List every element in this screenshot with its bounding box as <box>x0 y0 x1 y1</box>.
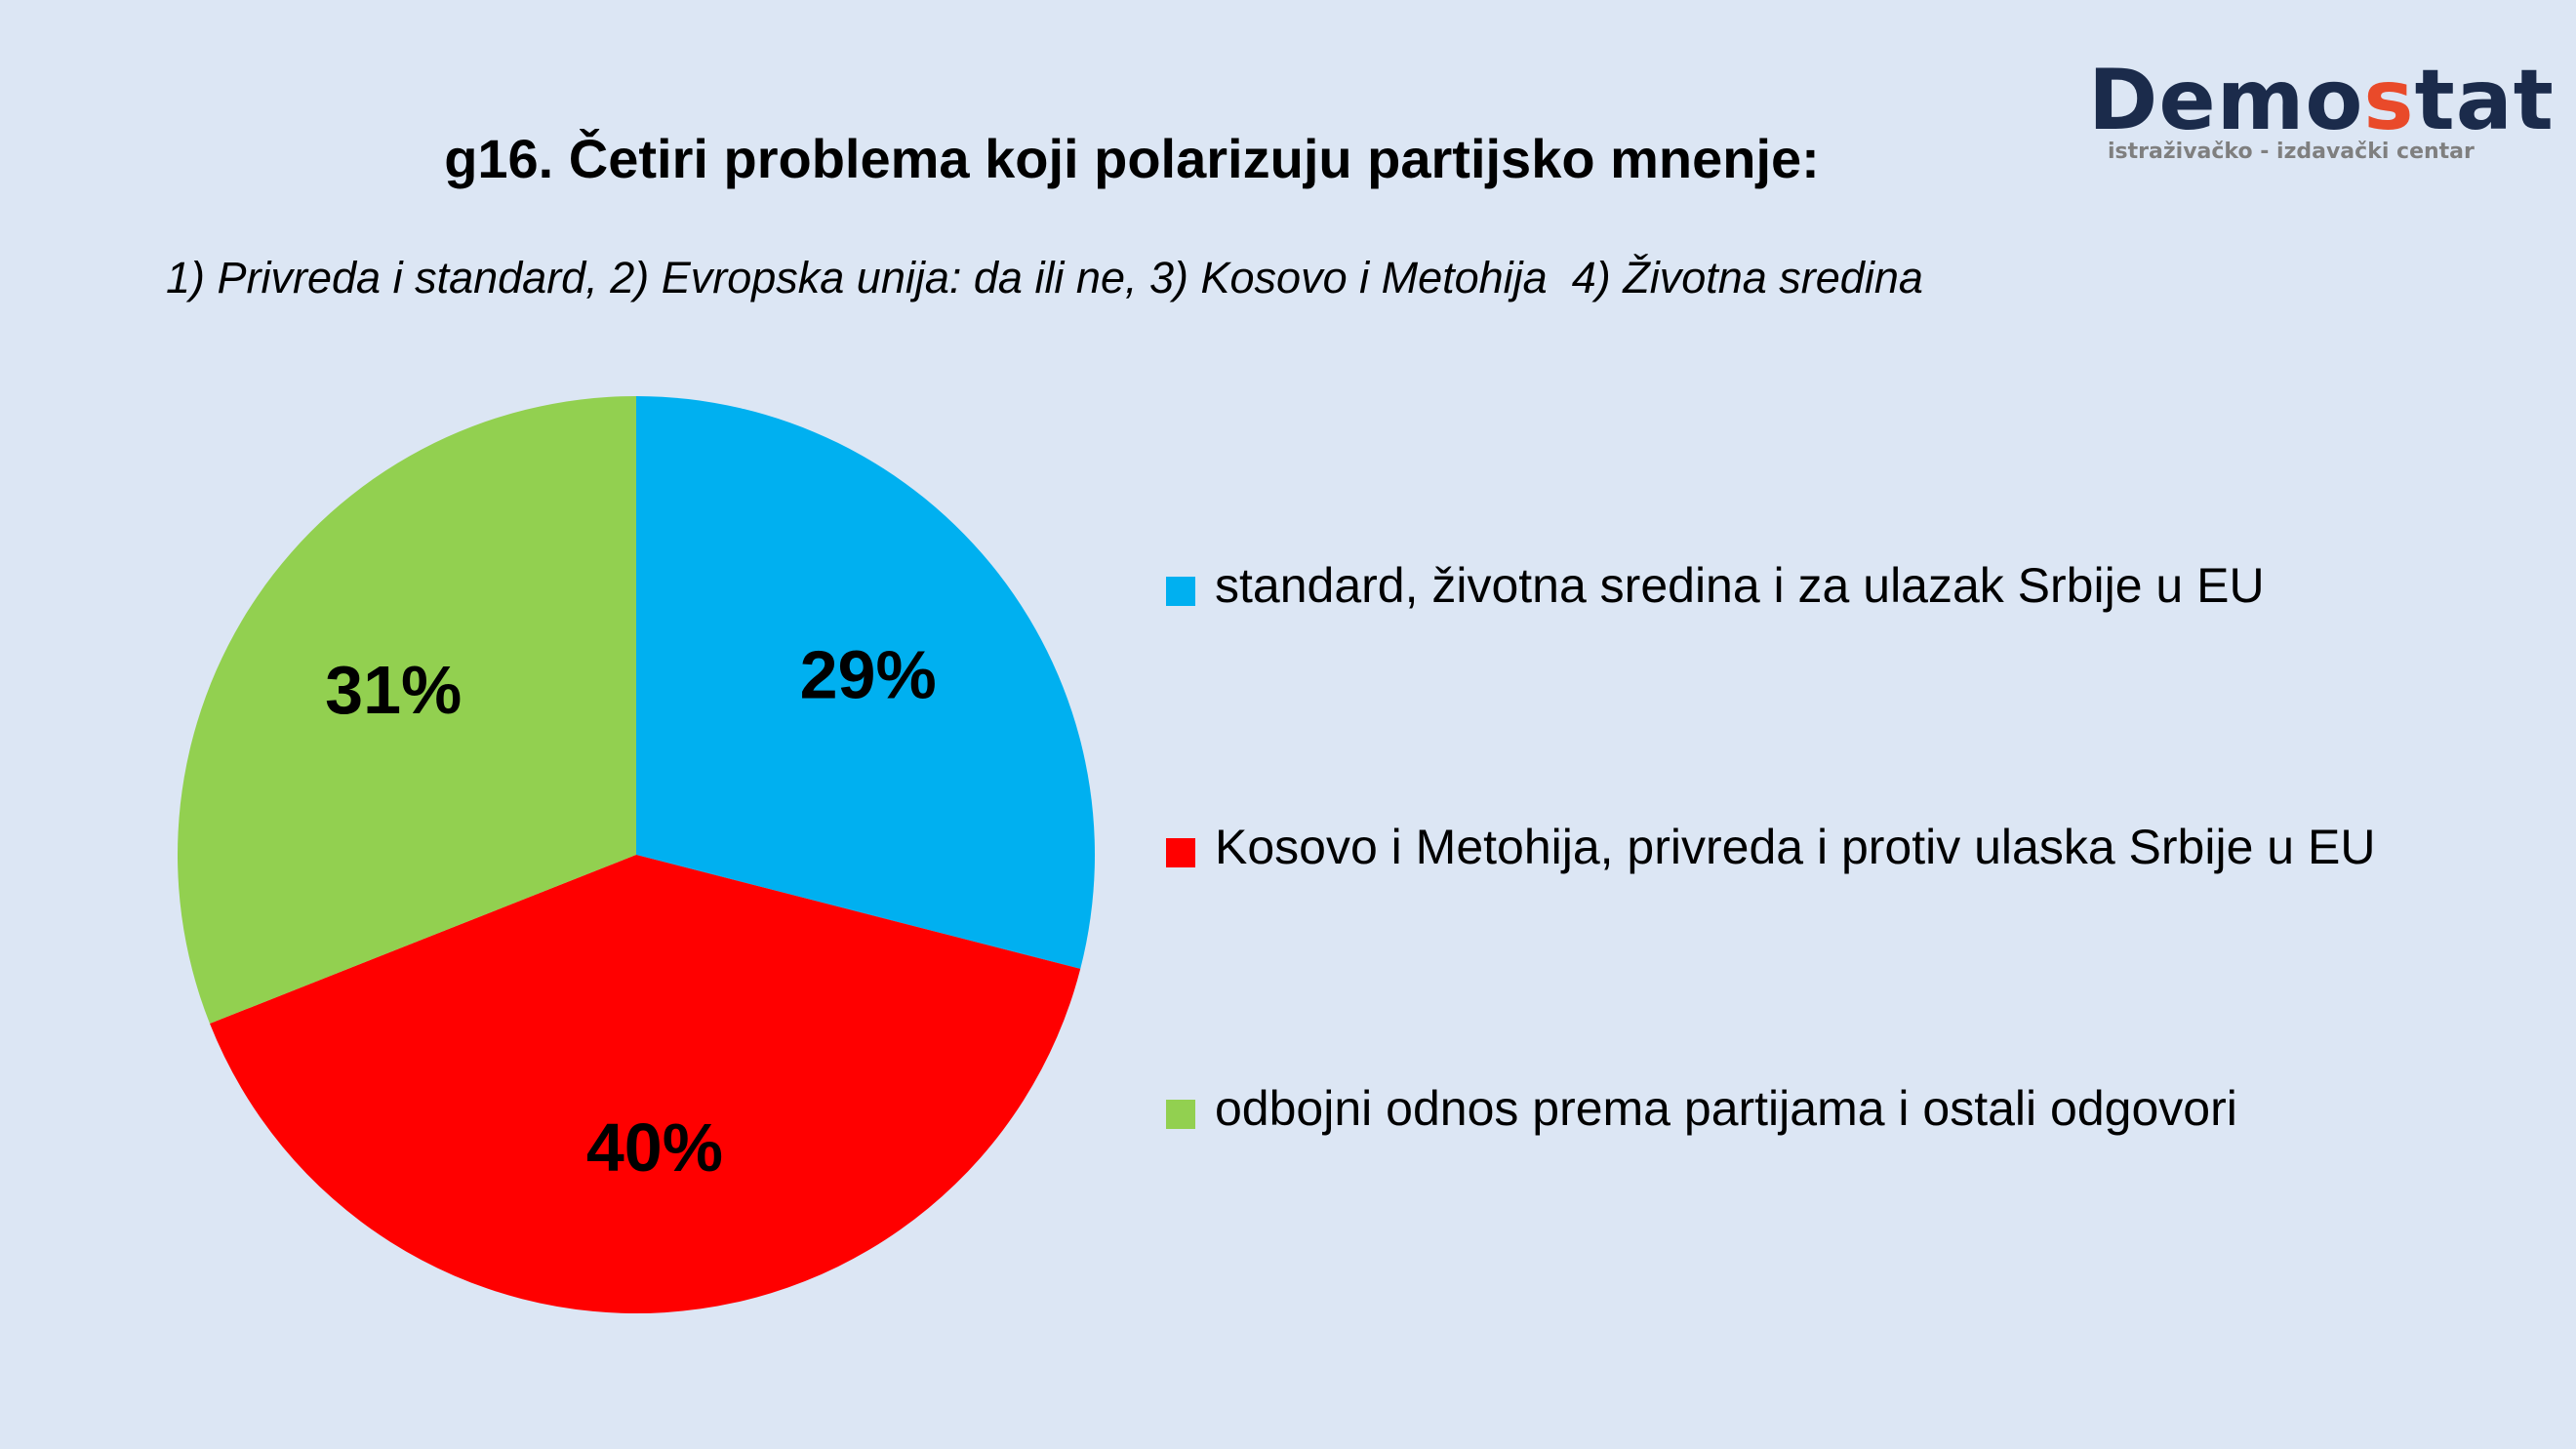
legend-swatch <box>1166 838 1195 867</box>
logo-word-end: tat <box>2414 52 2555 149</box>
pie-slice <box>178 396 636 1025</box>
legend-label: odbojni odnos prema partijama i ostali o… <box>1215 1081 2237 1136</box>
logo-word-start: Demo <box>2088 52 2364 149</box>
logo-wordmark: Demostat <box>2088 52 2554 149</box>
legend-swatch <box>1166 577 1195 606</box>
demostat-logo: Demostat istraživačko - izdavački centar <box>2088 52 2554 165</box>
legend-swatch <box>1166 1100 1195 1129</box>
chart-subtitle: 1) Privreda i standard, 2) Evropska unij… <box>166 253 1923 302</box>
pie-data-label: 31% <box>325 652 462 728</box>
legend-label: Kosovo i Metohija, privreda i protiv ula… <box>1215 820 2376 874</box>
logo-tagline: istraživačko - izdavački centar <box>2108 140 2475 164</box>
pie-slice <box>636 396 1096 969</box>
legend-label: standard, životna sredina i za ulazak Sr… <box>1215 558 2265 613</box>
pie-data-label: 40% <box>586 1109 723 1186</box>
pie-slice <box>210 855 1081 1313</box>
chart-title: g16. Četiri problema koji polarizuju par… <box>444 128 1820 189</box>
logo-word-accent: s <box>2363 52 2415 149</box>
pie-data-label: 29% <box>800 637 937 713</box>
